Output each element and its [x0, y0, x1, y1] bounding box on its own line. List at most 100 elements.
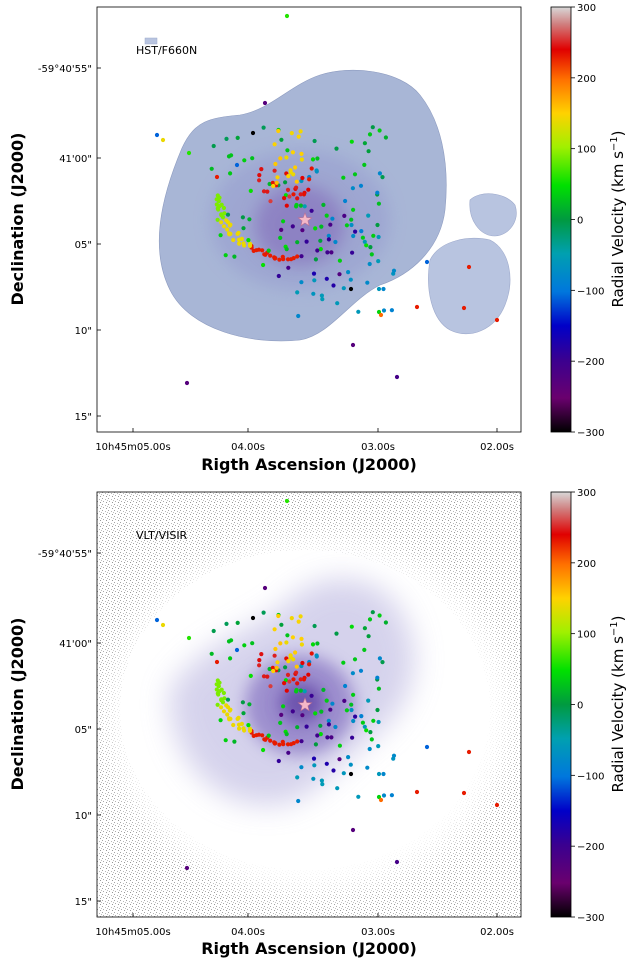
data-point-top-107	[366, 149, 371, 154]
data-point-bottom-179	[301, 677, 307, 682]
data-point-top-71	[224, 136, 229, 141]
data-point-top-109	[225, 212, 231, 217]
data-point-bottom-154	[366, 698, 371, 703]
data-point-top-231	[160, 137, 166, 143]
data-point-bottom-108	[375, 707, 380, 713]
data-point-bottom-21	[248, 726, 253, 732]
data-point-bottom-203	[324, 761, 329, 766]
data-point-bottom-54	[215, 678, 220, 683]
data-point-top-221	[296, 134, 301, 139]
data-point-bottom-195	[350, 735, 355, 740]
data-point-bottom-17	[254, 733, 259, 738]
data-point-top-87	[349, 217, 354, 222]
data-point-top-121	[295, 240, 300, 245]
data-point-bottom-144	[335, 786, 340, 791]
data-point-bottom-95	[337, 743, 342, 748]
data-point-bottom-142	[295, 775, 300, 780]
data-point-top-232	[186, 150, 192, 156]
data-point-bottom-207	[342, 698, 347, 704]
data-point-bottom-23	[241, 726, 246, 731]
x-tick-label-top-2: 03.00s	[361, 442, 395, 453]
colorbar-tick-label-top-2: 100	[577, 145, 596, 156]
data-point-bottom-213	[271, 668, 276, 674]
data-point-top-149	[326, 233, 331, 238]
data-point-bottom-236	[250, 615, 256, 621]
panel-label-top: HST/F660N	[136, 44, 197, 57]
data-point-top-202	[315, 248, 320, 253]
data-point-top-70	[211, 143, 216, 149]
data-point-top-104	[362, 141, 367, 146]
colorbar-tick-label-top-1: 200	[577, 74, 596, 85]
data-point-top-150	[320, 297, 325, 302]
star-marker-bottom	[297, 697, 313, 712]
data-point-bottom-9	[272, 740, 277, 745]
data-point-bottom-62	[341, 660, 346, 665]
data-point-bottom-109	[225, 697, 231, 702]
data-point-top-194	[353, 229, 358, 234]
data-point-bottom-212	[298, 614, 303, 619]
data-point-top-110	[351, 207, 356, 212]
data-point-bottom-148	[319, 778, 324, 783]
data-point-bottom-190	[331, 768, 336, 773]
data-point-top-10	[268, 253, 273, 258]
data-point-bottom-133	[346, 755, 351, 760]
data-point-bottom-123	[368, 730, 373, 735]
data-point-top-234	[284, 13, 290, 19]
colorbar-tick-label-bottom-2: 100	[577, 630, 596, 641]
nebula-image-top	[97, 7, 521, 432]
data-point-bottom-173	[272, 653, 277, 658]
data-point-top-81	[321, 202, 326, 207]
data-point-bottom-197	[309, 693, 314, 698]
data-point-top-228	[286, 174, 291, 179]
y-tick-label-top-2: 05"	[75, 240, 92, 251]
data-point-top-248	[378, 312, 384, 318]
colorbar-top	[550, 6, 572, 433]
data-point-top-159	[376, 259, 381, 264]
plot-frame-bottom	[96, 491, 522, 918]
data-point-bottom-119	[278, 720, 283, 726]
data-point-top-163	[333, 239, 338, 245]
data-point-bottom-231	[160, 622, 166, 628]
data-point-top-152	[376, 286, 382, 292]
data-point-top-226	[299, 157, 304, 162]
star-marker-top	[297, 212, 313, 227]
data-point-top-33	[225, 227, 230, 232]
data-point-top-21	[248, 241, 253, 246]
data-point-top-66	[218, 233, 223, 238]
data-point-top-243	[466, 264, 472, 270]
data-point-top-190	[331, 283, 336, 288]
data-point-top-101	[283, 180, 288, 185]
data-point-top-24	[237, 241, 242, 246]
data-point-top-200	[300, 228, 305, 233]
data-point-bottom-65	[247, 702, 252, 707]
data-point-bottom-158	[314, 653, 319, 658]
data-point-top-237	[234, 162, 240, 168]
data-point-bottom-33	[225, 712, 230, 717]
data-point-top-239	[424, 259, 430, 265]
data-point-bottom-239	[424, 744, 430, 750]
data-point-top-0	[295, 254, 300, 259]
data-point-top-145	[296, 313, 301, 319]
data-point-top-127	[381, 308, 387, 313]
data-point-bottom-233	[214, 659, 220, 665]
x-tick-label-top-0: 10h45m05.00s	[95, 442, 170, 453]
data-point-top-199	[299, 254, 304, 259]
plot-frame-top	[96, 6, 522, 433]
colorbar-tick-label-top-4: −100	[577, 286, 604, 297]
data-point-bottom-100	[362, 647, 367, 653]
x-axis-title-top: Rigth Ascension (J2000)	[201, 455, 417, 474]
data-point-bottom-177	[261, 674, 267, 679]
data-point-bottom-159	[376, 744, 381, 749]
data-point-bottom-56	[318, 732, 323, 737]
data-point-bottom-69	[313, 711, 318, 716]
x-tick-label-bottom-3: 02.00s	[480, 927, 514, 938]
data-point-top-244	[461, 305, 467, 311]
data-point-bottom-172	[259, 652, 264, 657]
data-point-bottom-189	[291, 677, 296, 682]
data-point-bottom-49	[214, 687, 219, 692]
data-point-top-119	[278, 235, 283, 240]
data-point-bottom-87	[349, 702, 354, 707]
data-point-bottom-36	[221, 709, 227, 714]
data-point-top-68	[377, 128, 382, 133]
